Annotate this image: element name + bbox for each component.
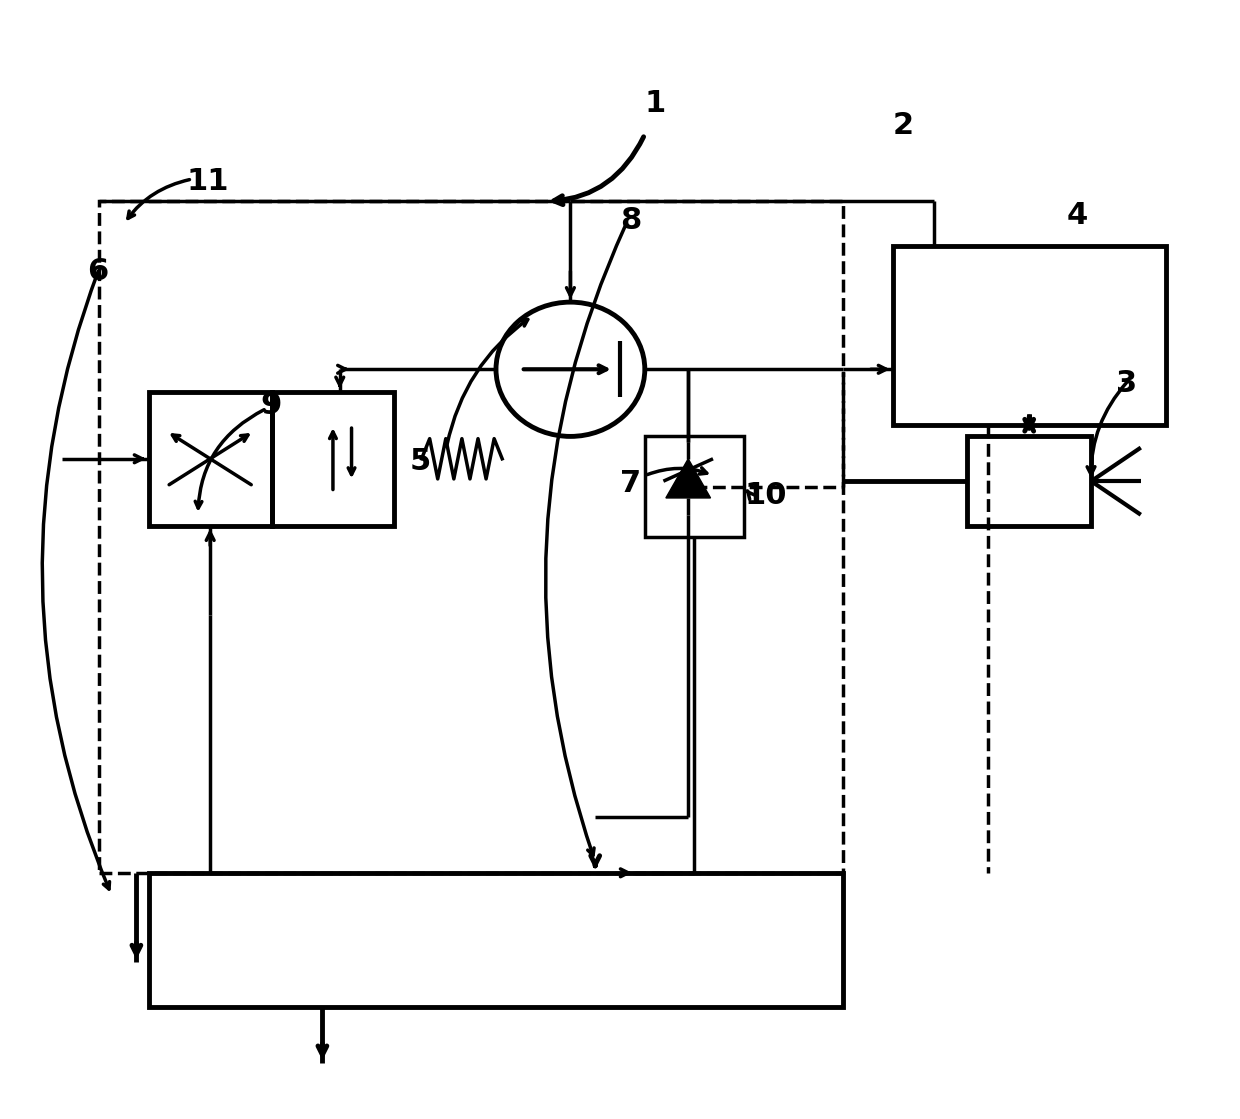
- Bar: [149, 873, 843, 1007]
- Text: 1: 1: [645, 88, 666, 117]
- Text: 7: 7: [620, 469, 641, 498]
- Bar: [149, 392, 272, 526]
- Text: 6: 6: [87, 256, 108, 285]
- Bar: [967, 436, 1091, 526]
- Text: 5: 5: [409, 446, 430, 476]
- Bar: [645, 436, 744, 537]
- Text: 3: 3: [1116, 368, 1137, 397]
- Text: 9: 9: [260, 391, 281, 420]
- Bar: [893, 246, 1166, 425]
- Text: 2: 2: [893, 111, 914, 140]
- Text: 11: 11: [186, 167, 228, 196]
- Polygon shape: [666, 459, 711, 498]
- Bar: [272, 392, 394, 526]
- Text: 10: 10: [744, 480, 786, 509]
- Text: 4: 4: [1066, 200, 1087, 229]
- Text: 8: 8: [620, 206, 641, 235]
